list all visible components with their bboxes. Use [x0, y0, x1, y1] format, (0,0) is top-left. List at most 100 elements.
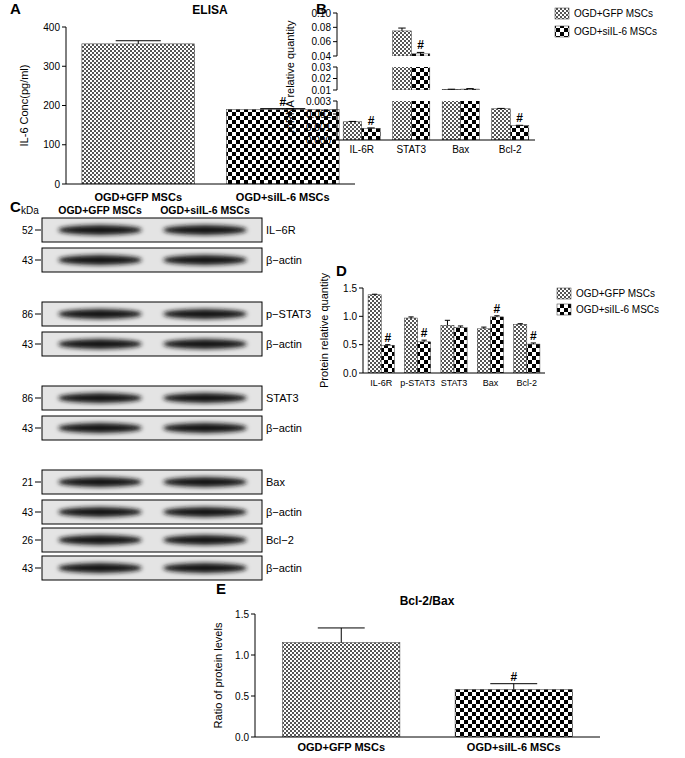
blot-band: [58, 255, 142, 265]
blot-band: [163, 507, 247, 517]
bar: [441, 325, 454, 373]
kda-marker: 21: [22, 477, 34, 488]
legend-swatch: [555, 26, 569, 37]
row-label: STAT3: [266, 392, 299, 404]
x-tick-label: OGD+GFP MSCs: [94, 191, 182, 203]
x-tick-label: p-STAT3: [400, 378, 435, 388]
y-axis-line: [255, 614, 256, 737]
x-tick-label: Bax: [452, 144, 469, 155]
y-tick-label: 300: [43, 61, 60, 72]
y-tick: [251, 614, 255, 615]
blot-band: [58, 309, 142, 319]
blot-band: [163, 477, 247, 487]
y-tick: [333, 78, 337, 79]
kda-marker: 52: [22, 225, 34, 236]
significance-mark: #: [510, 670, 517, 684]
y-tick: [359, 373, 363, 374]
y-tick: [333, 13, 337, 14]
y-tick: [62, 66, 66, 67]
blot-strip: [42, 556, 262, 580]
row-label: β−actin: [266, 338, 302, 350]
y-tick-label: 200: [43, 100, 60, 111]
y-tick-label: 1.0: [343, 311, 357, 322]
kda-marker: 43: [22, 255, 34, 266]
bar: [461, 89, 480, 90]
x-tick-label: Bcl-2: [517, 378, 538, 388]
kda-marker: 86: [22, 393, 34, 404]
y-tick-label: 1.5: [343, 283, 357, 294]
marks: [283, 628, 573, 737]
row-label: Bax: [266, 476, 285, 488]
blot-band: [163, 393, 247, 403]
y-tick: [251, 696, 255, 697]
y-tick: [251, 655, 255, 656]
x-tick-label: STAT3: [441, 378, 468, 388]
legend-swatch: [555, 8, 569, 19]
error-bar: [349, 121, 356, 122]
y-axis-label: Protein relative quantity: [318, 273, 330, 388]
bar: [381, 345, 394, 373]
y-tick: [333, 127, 337, 128]
y-tick-label: 1.5: [235, 609, 249, 620]
blot-strip: [42, 248, 262, 272]
error-cap: [448, 89, 455, 90]
error-bar: [445, 320, 450, 325]
y-tick: [62, 144, 66, 145]
legend-label: OGD+GFP MSCs: [574, 8, 653, 19]
blot-panel: CkDaOGD+GFP MSCsOGD+siIL-6 MSCs52IL−6R43…: [10, 198, 311, 580]
error-cap: [466, 88, 473, 89]
legend-label: OGD+siIL-6 MSCs: [574, 26, 657, 37]
y-tick: [333, 101, 337, 102]
bar: [454, 328, 467, 373]
row-label: β−actin: [266, 422, 302, 434]
y-axis-label: Ratio of protein levels: [212, 622, 224, 728]
kda-tick: [35, 512, 41, 513]
y-axis-line: [337, 13, 338, 56]
bar: [82, 44, 195, 184]
y-tick-label: 400: [43, 22, 60, 33]
error-bar: [398, 28, 405, 31]
significance-mark: #: [421, 326, 428, 340]
figure: AELISAIL-6 Conc(pg/ml)0100200300400OGD+G…: [0, 0, 685, 758]
y-tick-label: 0.04: [312, 51, 332, 62]
y-tick-label: 0.06: [312, 36, 332, 47]
blot-strip: [42, 528, 262, 552]
bar: [492, 109, 511, 140]
y-tick: [333, 41, 337, 42]
error-bar: [494, 316, 499, 317]
y-tick-label: 0: [54, 179, 60, 190]
y-axis-label: IL-6 Conc(pg/ml): [18, 65, 30, 147]
blot-strip: [42, 500, 262, 524]
error-bar: [372, 294, 377, 296]
error-cap: [349, 121, 356, 122]
error-bar: [417, 52, 424, 53]
kda-tick: [35, 344, 41, 345]
x-tick-label: IL-6R: [350, 144, 374, 155]
blot-strip: [42, 332, 262, 356]
x-axis-line: [363, 373, 545, 374]
error-cap: [497, 108, 504, 109]
bar: [393, 101, 412, 140]
x-tick-label: Bcl-2: [499, 144, 522, 155]
kda-tick: [35, 482, 41, 483]
y-tick: [251, 737, 255, 738]
x-tick-label: OGD+GFP MSCs: [297, 741, 385, 753]
blot-band: [58, 477, 142, 487]
chart-title: ELISA: [192, 3, 228, 17]
row-label: p−STAT3: [266, 308, 311, 320]
bar: [343, 122, 362, 140]
x-tick-label: Bax: [483, 378, 499, 388]
y-tick-label: 0.08: [312, 22, 332, 33]
row-label: IL−6R: [266, 224, 296, 236]
error-bar: [518, 323, 523, 325]
y-tick-label: 0.10: [312, 8, 332, 19]
bar: [368, 295, 381, 373]
error-bar: [490, 684, 537, 690]
y-tick: [359, 344, 363, 345]
bar: [283, 643, 400, 737]
y-tick-label: 0.0: [235, 732, 249, 743]
error-cap: [458, 325, 463, 326]
bar: [461, 101, 480, 140]
error-bar: [448, 89, 455, 90]
marks: [393, 67, 480, 90]
